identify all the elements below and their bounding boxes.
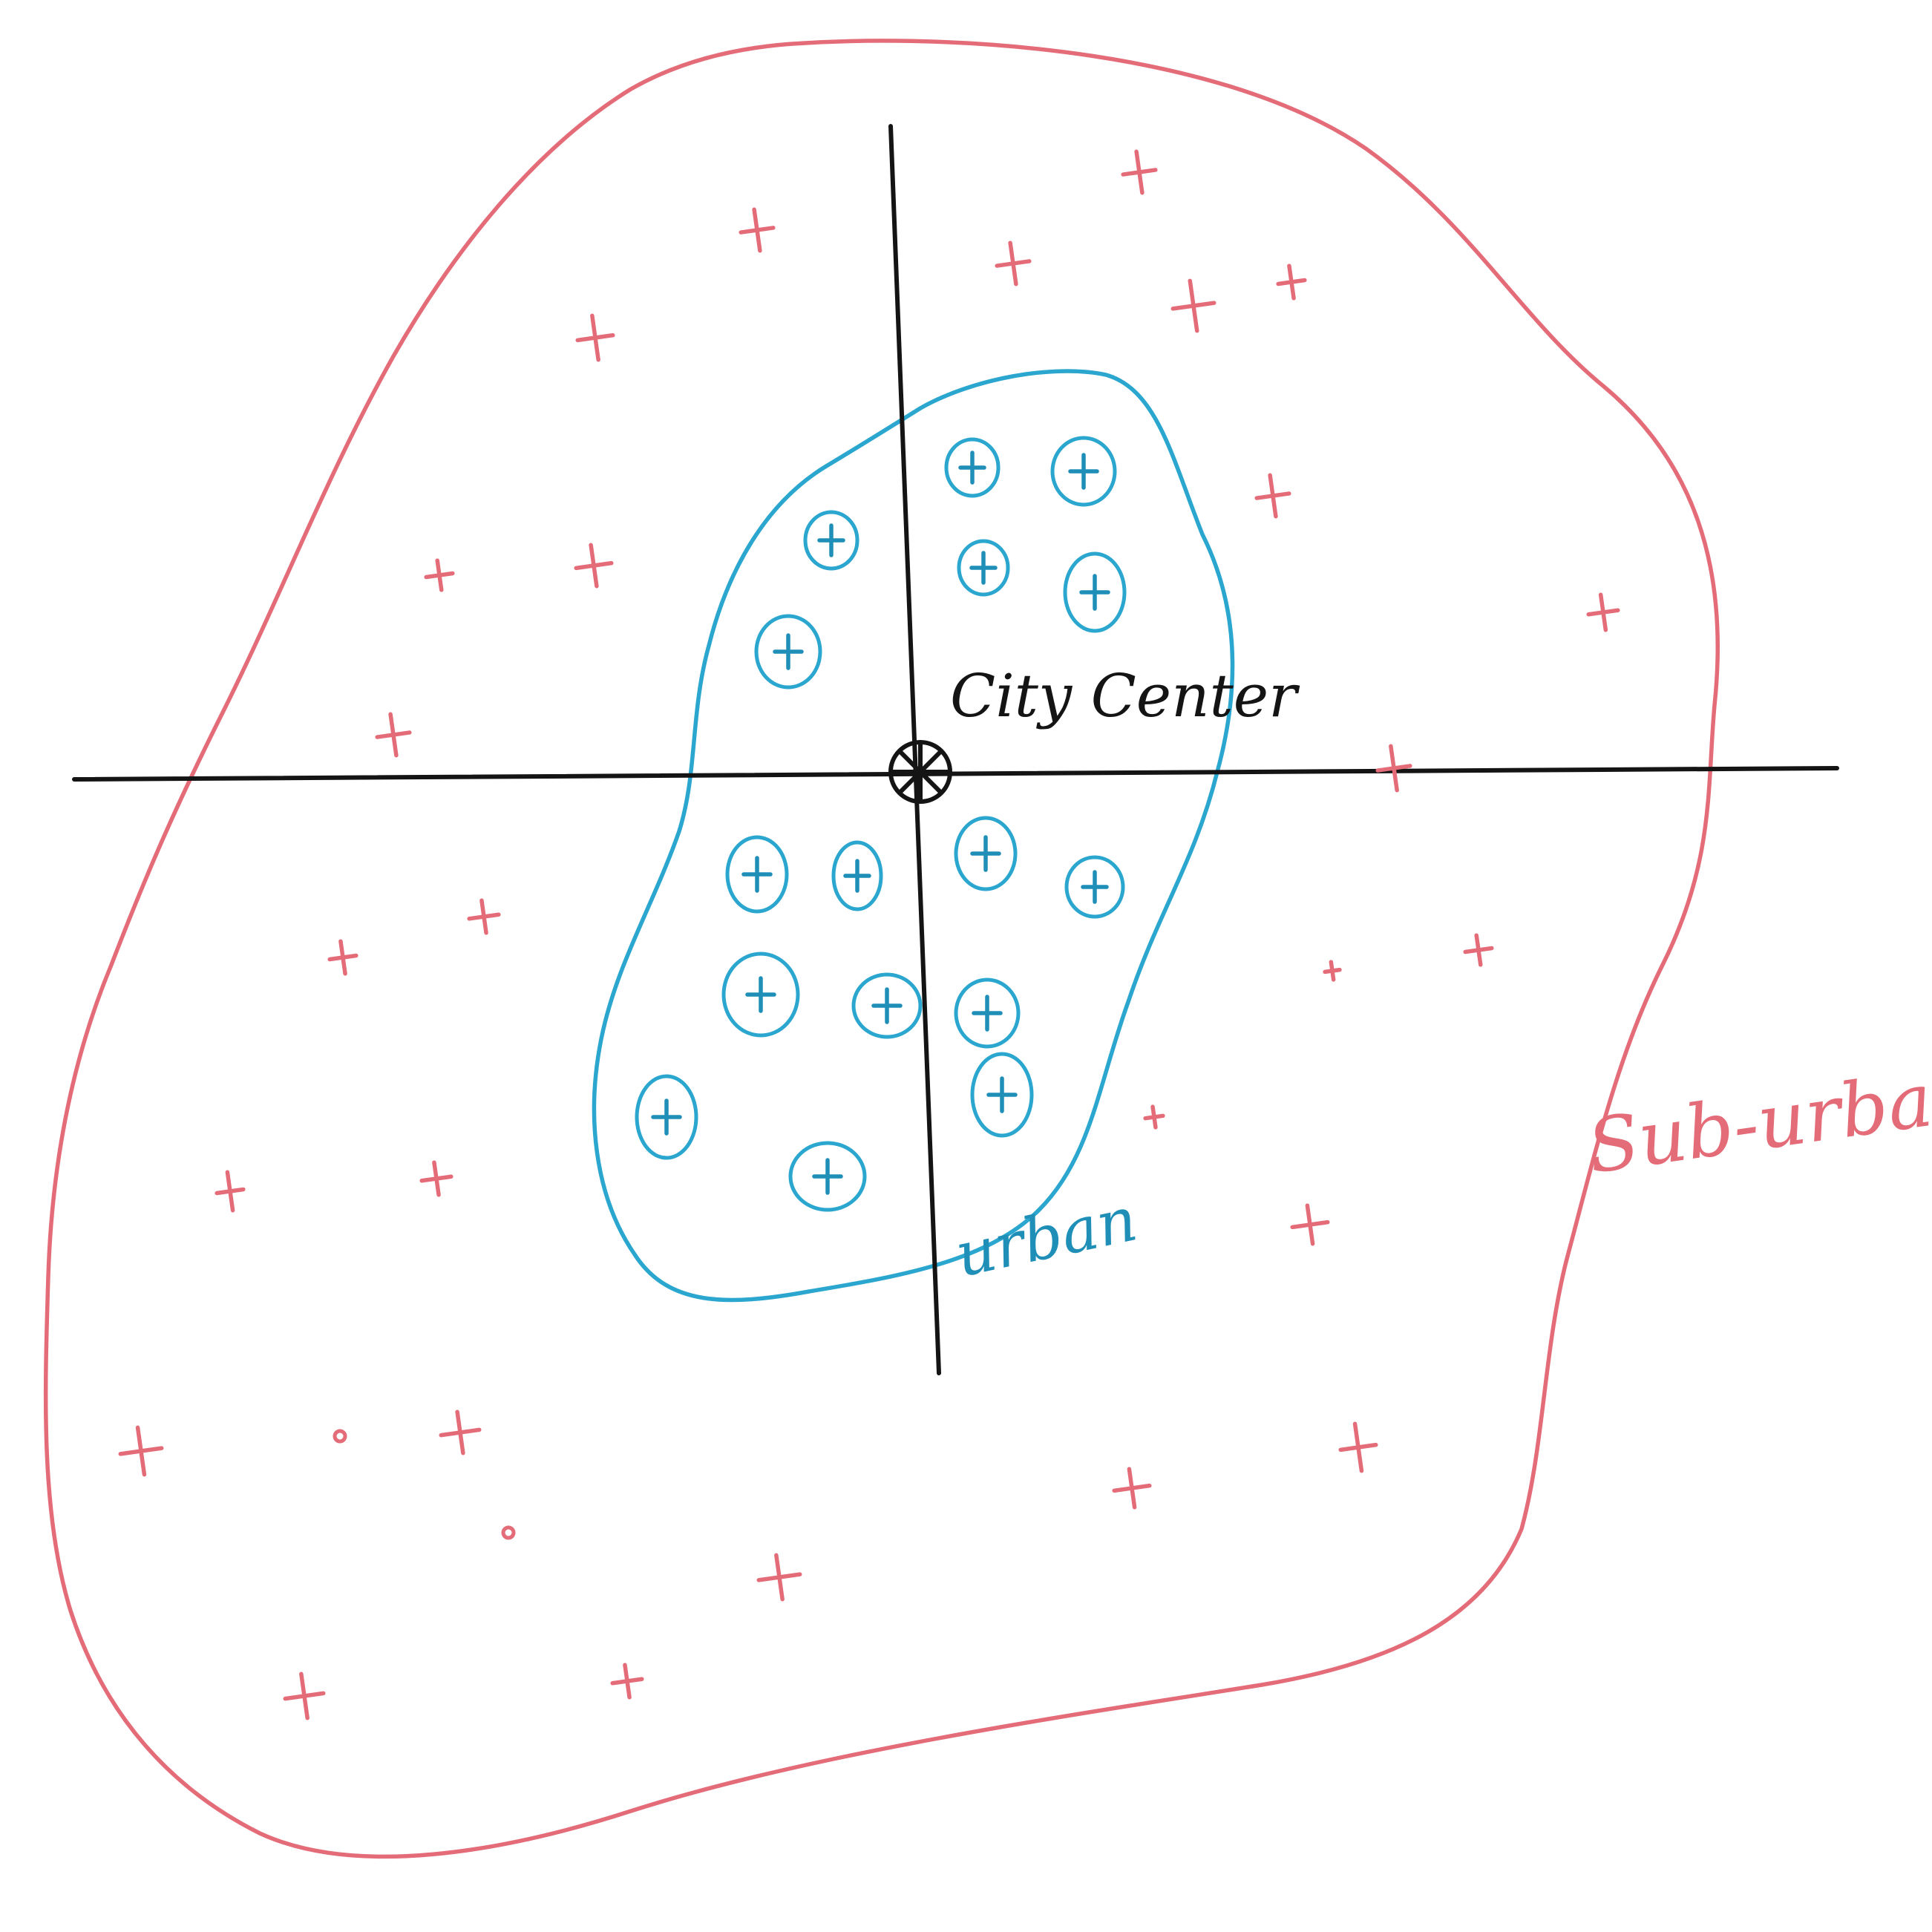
urban-marker bbox=[721, 952, 800, 1038]
suburban-dot bbox=[333, 1429, 347, 1444]
urban-marker bbox=[725, 835, 789, 914]
suburban-label: Sub-urban bbox=[1582, 1049, 1932, 1191]
suburban-marker bbox=[1290, 1203, 1330, 1246]
urban-marker bbox=[831, 840, 883, 911]
suburban-marker bbox=[1323, 960, 1342, 982]
suburban-marker bbox=[575, 313, 615, 362]
urban-marker bbox=[851, 972, 923, 1039]
urban-marker bbox=[954, 816, 1018, 891]
suburban-marker bbox=[574, 543, 614, 589]
urban-marker bbox=[788, 1141, 867, 1212]
suburban-marker bbox=[756, 1553, 802, 1602]
suburban-marker bbox=[610, 1663, 644, 1700]
suburban-markers bbox=[118, 149, 1620, 1720]
urban-marker bbox=[970, 1052, 1034, 1138]
suburban-marker bbox=[1463, 933, 1494, 967]
suburban-marker bbox=[118, 1425, 164, 1477]
suburban-marker bbox=[375, 712, 412, 758]
suburban-marker bbox=[215, 1170, 246, 1213]
suburban-marker bbox=[1254, 473, 1291, 519]
suburban-marker bbox=[283, 1671, 326, 1720]
suburban-marker bbox=[327, 939, 358, 976]
suburban-marker bbox=[1121, 149, 1158, 195]
suburban-marker bbox=[419, 1160, 453, 1197]
suburban-marker bbox=[739, 207, 776, 253]
suburban-marker bbox=[995, 240, 1032, 286]
suburban-marker bbox=[1143, 1104, 1165, 1130]
urban-marker bbox=[954, 978, 1021, 1049]
vertical-axis bbox=[888, 124, 941, 1375]
urban-marker bbox=[957, 539, 1010, 597]
suburban-marker bbox=[467, 898, 501, 935]
suburban-marker bbox=[424, 558, 455, 592]
urban-marker bbox=[944, 437, 1001, 498]
urban-marker bbox=[1064, 855, 1125, 919]
horizontal-axis bbox=[72, 766, 1839, 782]
suburban-marker bbox=[1112, 1467, 1152, 1510]
urban-marker bbox=[1063, 551, 1127, 633]
city-center-label: City Center bbox=[950, 661, 1300, 730]
urban-marker bbox=[754, 614, 822, 690]
urban-boundary bbox=[592, 369, 1235, 1303]
suburban-marker bbox=[1170, 278, 1216, 333]
suburban-marker bbox=[1338, 1421, 1378, 1473]
suburban-marker bbox=[1375, 744, 1412, 793]
urban-marker bbox=[1050, 436, 1117, 507]
suburban-marker bbox=[1276, 263, 1307, 301]
suburban-dot bbox=[501, 1525, 516, 1540]
urban-marker bbox=[635, 1074, 698, 1160]
city-center-marker bbox=[888, 740, 952, 804]
urban-marker bbox=[803, 510, 859, 571]
suburban-marker bbox=[439, 1409, 482, 1455]
urban-markers bbox=[635, 436, 1127, 1212]
suburban-marker bbox=[1586, 592, 1620, 632]
suburban-boundary bbox=[43, 39, 1720, 1859]
